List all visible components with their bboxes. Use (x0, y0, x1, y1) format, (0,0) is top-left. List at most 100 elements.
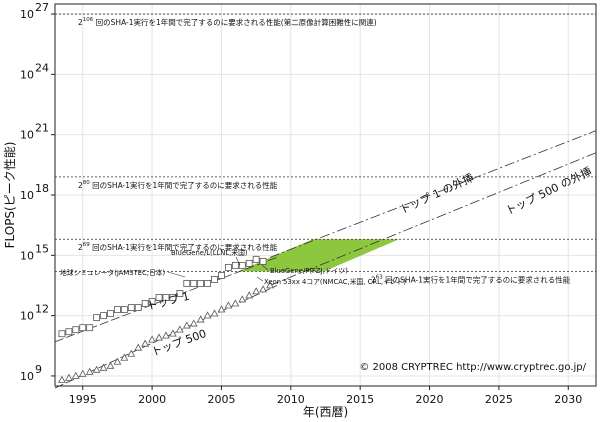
top500-point (106, 361, 115, 369)
y-axis-title: FLOPS(ピーク性能) (3, 142, 17, 249)
threshold-label-exponent: 69 (83, 242, 90, 248)
copyright-text: © 2008 CRYPTREC http://www.cryptrec.go.j… (359, 362, 586, 373)
x-axis-title: 年(西暦) (303, 405, 348, 419)
x-tick-label: 2025 (485, 393, 513, 406)
axis-ticks: 1995 2000 2005 2010 2015 2020 2025 203010910121… (20, 1, 582, 406)
threshold-label-text: 回のSHA-1実行を1年間で完了するのに要求される性能(第二原像計算困難性に関連… (93, 17, 376, 27)
y-tick-exponent: 9 (35, 363, 42, 376)
top500-point (71, 371, 80, 379)
top500-point (141, 339, 150, 347)
top1-point (107, 310, 114, 318)
top500-point (175, 325, 184, 333)
top1-point (65, 328, 73, 336)
top500-point (231, 299, 240, 307)
top1-point (86, 324, 94, 332)
y-tick-exponent: 15 (35, 242, 49, 255)
y-tick-label: 10 (20, 68, 34, 81)
top500-point (238, 295, 247, 303)
x-tick-label: 1995 (69, 393, 97, 406)
top1-point (183, 280, 191, 287)
y-tick-exponent: 12 (35, 303, 49, 316)
top1-point (134, 304, 142, 311)
threshold-label: 269 回のSHA-1実行を1年間で完了するのに要求される性能 (78, 242, 278, 252)
gridlines (55, 4, 596, 386)
y-tick-label: 10 (20, 310, 34, 323)
top500-point (92, 365, 101, 373)
top1-point (224, 263, 232, 271)
y-tick-exponent: 18 (35, 182, 49, 195)
y-tick-base: 10 (20, 189, 34, 202)
threshold-label-base: 2 (78, 18, 83, 27)
data-points (58, 255, 274, 383)
top1-point (72, 326, 80, 334)
top500-point (224, 301, 233, 309)
top1-point (245, 259, 253, 267)
top1-point (162, 294, 170, 301)
top1-point (259, 257, 267, 265)
trend-line (269, 130, 597, 258)
top500-point (64, 373, 73, 381)
top1-point (58, 330, 66, 338)
top1-point (176, 290, 184, 297)
xeon-leader (256, 276, 264, 282)
top500-point (99, 363, 108, 371)
top1-point (197, 280, 205, 287)
y-tick-base: 10 (20, 8, 34, 21)
top500-point (196, 315, 205, 323)
top1-point (120, 306, 128, 314)
top500-point (58, 375, 66, 383)
x-tick-label: 2005 (207, 393, 235, 406)
top1-point (231, 261, 239, 269)
threshold-label-base: 2 (78, 243, 83, 252)
bluegene-l-leader (235, 256, 241, 266)
top500-point (148, 335, 156, 343)
threshold-label-base: 2 (371, 275, 376, 284)
top500-point (134, 343, 143, 351)
x-tick-label: 2020 (416, 393, 444, 406)
threshold-label-text: 回のSHA-1実行を1年間で完了するのに要求される性能 (383, 274, 571, 284)
top500-point (203, 311, 212, 319)
top1-point (204, 280, 211, 287)
top500-point (155, 333, 163, 341)
x-tick-label: 2010 (277, 393, 305, 406)
top1-point (218, 272, 225, 279)
y-tick-label: 10 (20, 370, 34, 383)
top1-point (238, 261, 246, 269)
top500-point (127, 349, 136, 357)
threshold-label-text: 回のSHA-1実行を1年間で完了するのに要求される性能 (90, 180, 278, 190)
top1-point (211, 276, 218, 283)
threshold-lines (55, 13, 596, 272)
top500-point (162, 331, 170, 339)
bluegene-l-label: BlueGene/L(LLNL,米国) (171, 248, 248, 257)
y-tick-base: 10 (20, 370, 34, 383)
x-tick-label: 2030 (554, 393, 582, 406)
x-tick-label: 2000 (138, 393, 166, 406)
threshold-label-exponent: 80 (83, 180, 90, 186)
top1-point (190, 280, 198, 287)
top1-point (155, 294, 163, 301)
y-tick-exponent: 21 (35, 122, 49, 135)
threshold-label-base: 2 (78, 181, 83, 190)
threshold-label: 2106 回のSHA-1実行を1年間で完了するのに要求される性能(第二原像計算困… (78, 17, 377, 27)
top500-point (245, 291, 254, 299)
top500-point (266, 281, 274, 289)
earth-simulator-label: 地球シミュレータ(JAMSTEC,日本) (60, 268, 166, 277)
top1-point (100, 312, 107, 320)
bluegene-p-label: BlueGene/P(FZJ,ドイツ) (270, 267, 348, 275)
top1-point (141, 300, 149, 307)
green-region-polygon (238, 239, 400, 272)
top500-point (113, 357, 122, 365)
y-tick-label: 10 (20, 8, 34, 21)
top500-point (169, 329, 177, 337)
top500-point (259, 285, 267, 293)
x-tick-label: 2015 (346, 393, 374, 406)
y-tick-base: 10 (20, 129, 34, 142)
threshold-label-text: 回のSHA-1実行を1年間で完了するのに要求される性能 (90, 242, 278, 252)
threshold-label-exponent: 106 (83, 17, 94, 23)
top500-point (210, 309, 219, 317)
green-region (238, 239, 400, 272)
top500-extrapolation-label: トップ 500 の外挿 (503, 164, 594, 218)
top500-point (252, 287, 261, 295)
threshold-label: 280 回のSHA-1実行を1年間で完了するのに要求される性能 (78, 180, 278, 190)
